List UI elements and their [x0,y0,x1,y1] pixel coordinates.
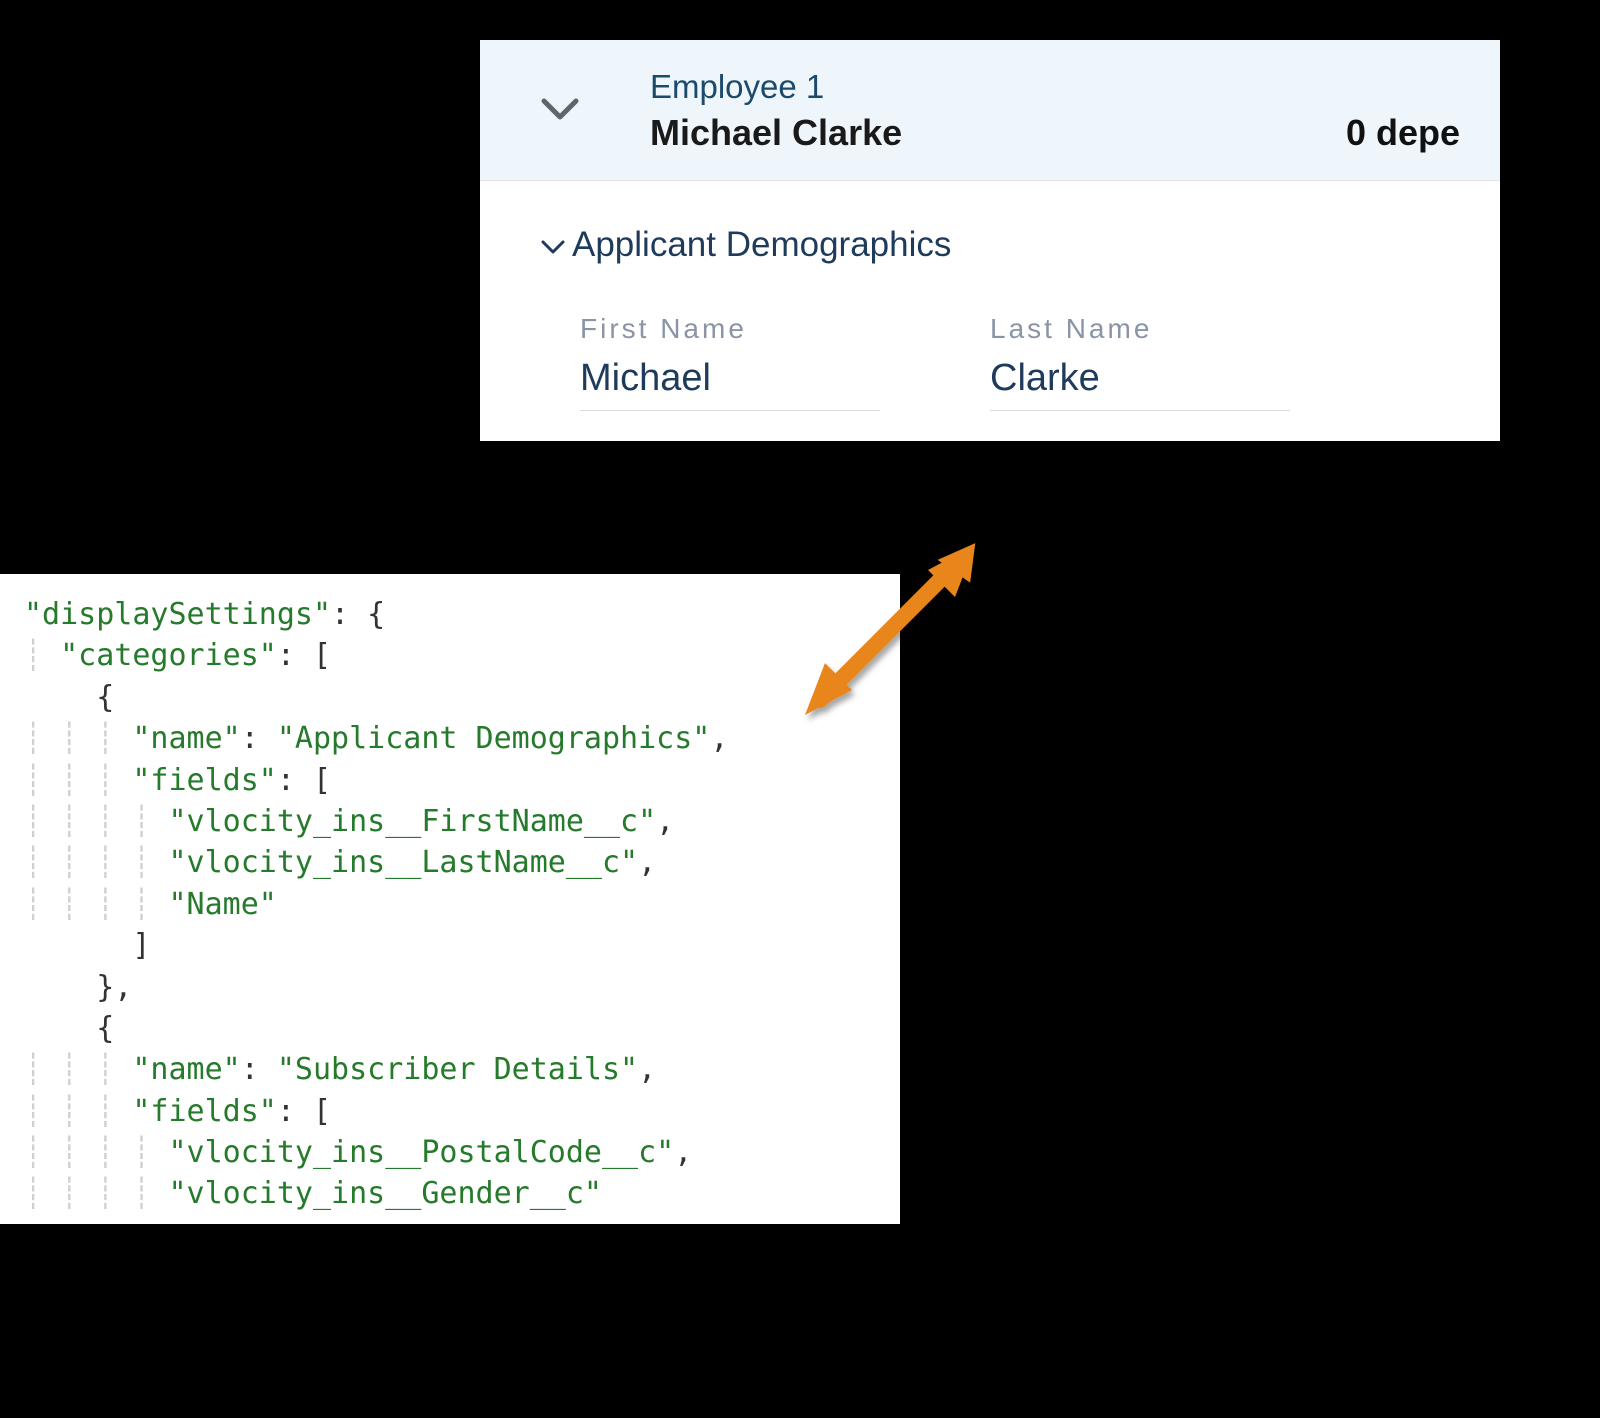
dependents-count: 0 depe [1346,112,1460,154]
employee-titles: Employee 1 Michael Clarke [650,68,1346,154]
fields-row: First Name Michael Last Name Clarke [540,313,1440,411]
employee-name: Michael Clarke [650,112,1346,154]
section-title: Applicant Demographics [572,225,951,265]
chevron-down-icon[interactable] [540,225,572,265]
field-value: Clarke [990,357,1290,411]
section-header[interactable]: Applicant Demographics [540,225,1440,265]
employee-card: Employee 1 Michael Clarke 0 depe Applica… [480,40,1500,441]
field-label: Last Name [990,313,1290,345]
employee-header[interactable]: Employee 1 Michael Clarke 0 depe [480,40,1500,181]
code-snippet: "displaySettings": {┊ "categories": [ {┊… [0,574,900,1224]
demographics-section: Applicant Demographics First Name Michae… [480,181,1500,441]
employee-index-label: Employee 1 [650,68,1346,106]
first-name-field[interactable]: First Name Michael [580,313,880,411]
last-name-field[interactable]: Last Name Clarke [990,313,1290,411]
chevron-down-icon[interactable] [540,95,580,128]
field-label: First Name [580,313,880,345]
field-value: Michael [580,357,880,411]
